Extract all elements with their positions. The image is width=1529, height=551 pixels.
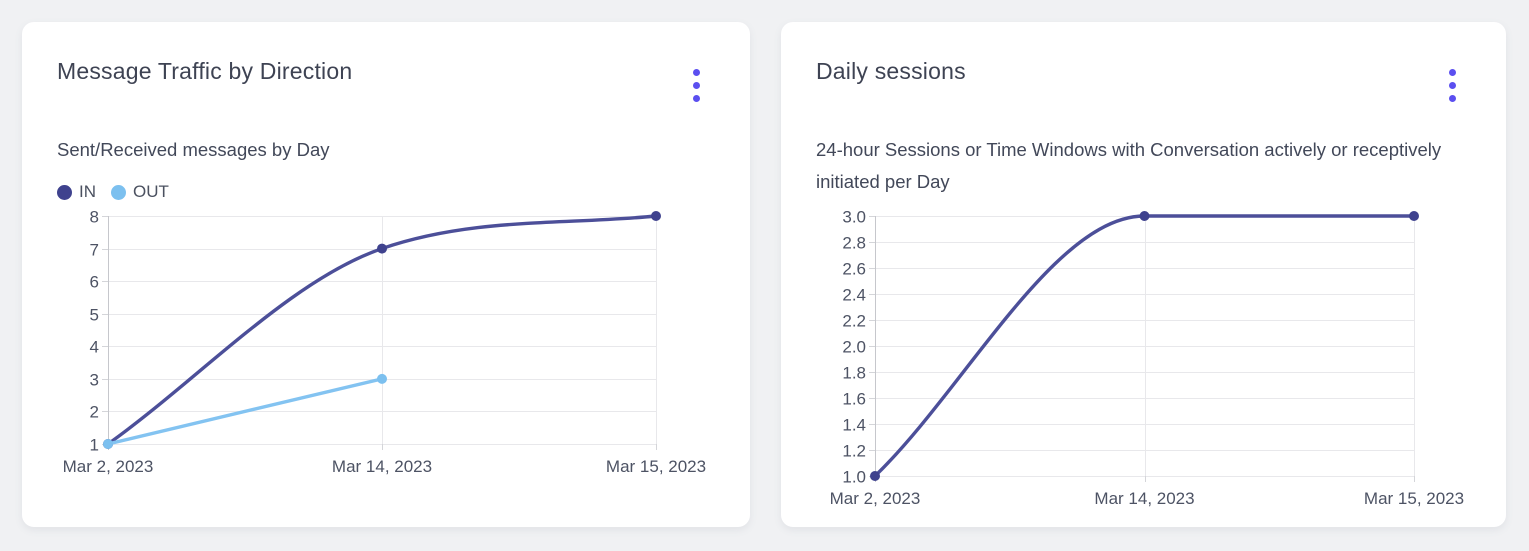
chart-canvas: 1 2 3 4 5 6 7 8 Mar 2, 2023 Mar 14, 2023 Mar 15, 2… — [63, 208, 706, 477]
data-point — [1409, 211, 1419, 221]
x-axis-tick-label: Mar 2, 2023 — [830, 489, 921, 508]
kebab-dot — [1448, 81, 1456, 89]
data-point — [377, 243, 387, 254]
y-axis-tick-label: 1.6 — [842, 390, 866, 409]
y-axis-tick-label: 1 — [90, 436, 99, 455]
data-point — [651, 211, 661, 221]
card-title: Message Traffic by Direction — [57, 58, 353, 84]
series-line — [106, 377, 384, 446]
y-axis-tick-label: 2 — [90, 403, 99, 422]
kebab-dot — [692, 81, 700, 89]
legend-label: IN — [79, 182, 96, 201]
series-line — [873, 214, 1416, 478]
legend-dot-icon — [57, 184, 72, 200]
x-axis-tick-label: Mar 2, 2023 — [63, 457, 154, 476]
card-subtitle: Sent/Received messages by Day — [57, 139, 330, 160]
y-axis-tick-label: 5 — [90, 306, 99, 325]
y-axis-tick-label: 3.0 — [842, 208, 866, 227]
y-axis-tick-label: 2.2 — [842, 312, 866, 331]
card-title: Daily sessions — [816, 58, 966, 84]
chart-legend: IN OUT — [57, 180, 715, 204]
kebab-dot — [1448, 94, 1456, 102]
legend-item-in[interactable]: IN — [57, 182, 96, 202]
card-message-traffic: Message Traffic by Direction Sent/Receiv… — [22, 22, 750, 527]
x-axis-tick-label: Mar 15, 2023 — [1364, 489, 1464, 508]
legend-label: OUT — [133, 182, 169, 201]
legend-item-out[interactable]: OUT — [111, 182, 169, 202]
y-axis-tick-label: 1.2 — [842, 442, 866, 461]
kebab-dot — [692, 68, 700, 76]
kebab-menu-icon[interactable] — [683, 66, 709, 104]
x-axis-tick-label: Mar 15, 2023 — [606, 457, 706, 476]
kebab-dot — [692, 94, 700, 102]
x-axis-tick-label: Mar 14, 2023 — [332, 457, 432, 476]
y-axis-tick-label: 2.8 — [842, 234, 866, 253]
y-axis-tick-label: 8 — [90, 208, 99, 227]
card-header: Daily sessions — [816, 58, 1471, 104]
data-point — [103, 439, 113, 449]
chart-canvas: 1.0 1.2 1.4 1.6 1.8 2.0 2.2 2.4 2.6 2.8 3.0 Mar 2, … — [830, 208, 1464, 509]
y-axis-tick-label: 6 — [90, 273, 99, 292]
y-axis-tick-label: 7 — [90, 241, 99, 260]
y-axis-tick-label: 1.8 — [842, 364, 866, 383]
y-axis-tick-label: 4 — [90, 338, 99, 357]
kebab-dot — [1448, 68, 1456, 76]
card-header: Message Traffic by Direction — [57, 58, 715, 104]
line-chart-daily-sessions: 1.0 1.2 1.4 1.6 1.8 2.0 2.2 2.4 2.6 2.8 3.0 Mar 2, … — [816, 206, 1471, 519]
x-axis-tick-label: Mar 14, 2023 — [1094, 489, 1194, 508]
y-axis-tick-label: 3 — [90, 371, 99, 390]
data-point — [870, 471, 880, 481]
y-axis-tick-label: 2.6 — [842, 260, 866, 279]
legend-dot-icon — [111, 184, 126, 200]
card-subtitle: 24-hour Sessions or Time Windows with Co… — [816, 139, 1442, 192]
data-point — [1139, 211, 1150, 221]
card-daily-sessions: Daily sessions 24-hour Sessions or Time … — [781, 22, 1506, 527]
kebab-menu-icon[interactable] — [1439, 66, 1465, 104]
y-axis-tick-label: 2.0 — [842, 338, 866, 357]
data-point — [377, 373, 387, 384]
y-axis-tick-label: 1.0 — [842, 468, 866, 487]
y-axis-tick-label: 1.4 — [842, 416, 866, 435]
y-axis-tick-label: 2.4 — [842, 286, 866, 305]
line-chart-message-traffic: 1 2 3 4 5 6 7 8 Mar 2, 2023 Mar 14, 2023 Mar 15, 2… — [57, 206, 715, 489]
